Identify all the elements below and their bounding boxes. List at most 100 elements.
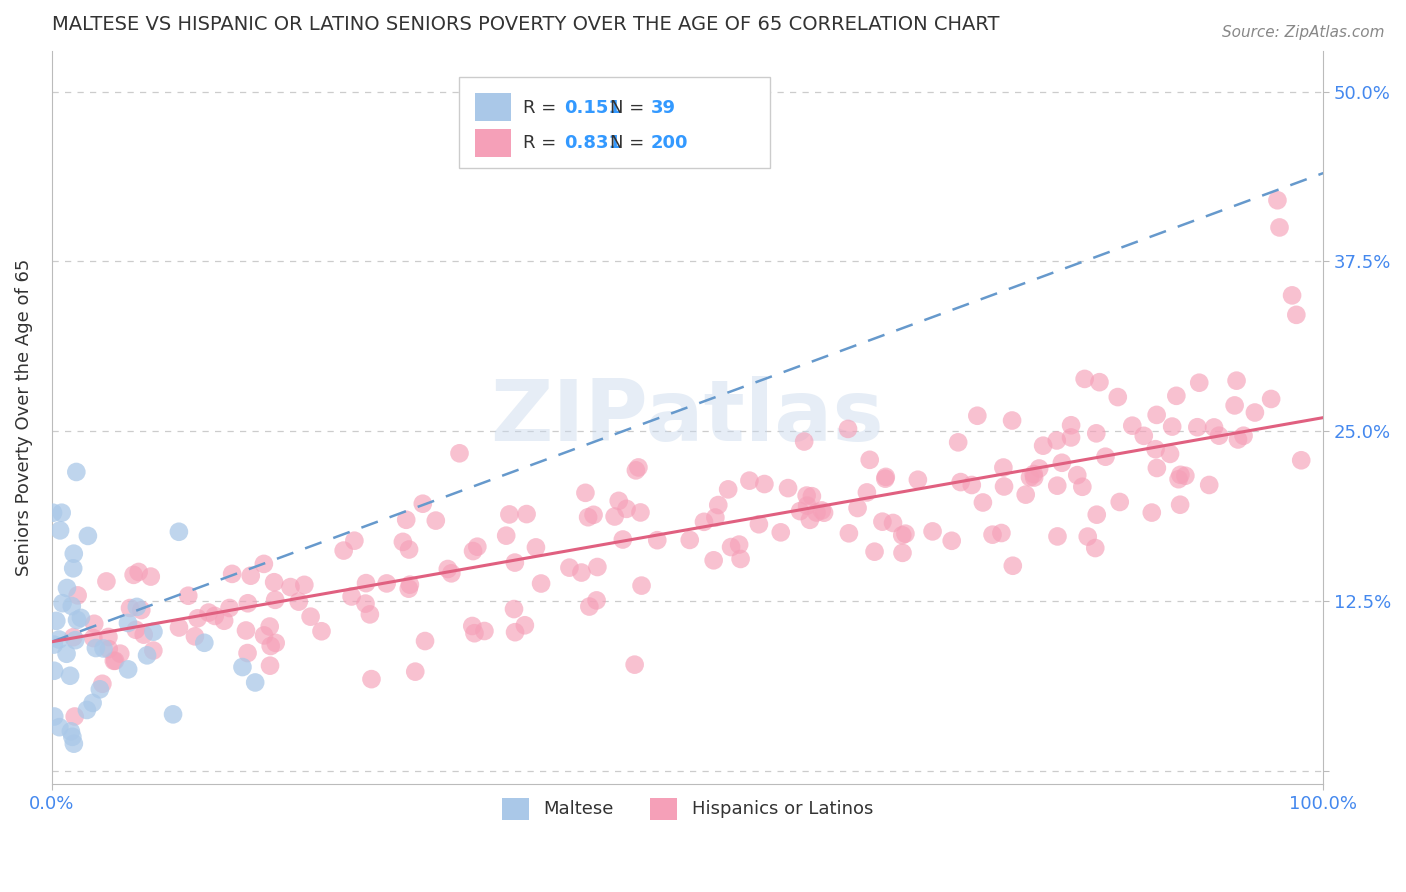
Point <box>810 503 832 517</box>
Point <box>1289 453 1312 467</box>
Point <box>796 499 818 513</box>
Point <box>463 626 485 640</box>
Point <box>139 569 162 583</box>
Point <box>360 672 382 686</box>
Point <box>612 533 634 547</box>
Point <box>1060 418 1083 433</box>
FancyBboxPatch shape <box>458 77 770 169</box>
Point <box>1232 428 1254 442</box>
Point <box>993 479 1015 493</box>
Point <box>259 658 281 673</box>
Point <box>738 474 761 488</box>
Point <box>65 633 87 648</box>
Text: 0.151: 0.151 <box>564 99 621 117</box>
Point <box>907 473 929 487</box>
Point <box>1198 478 1220 492</box>
Point <box>806 506 828 520</box>
Point <box>891 528 914 542</box>
Point <box>1015 488 1038 502</box>
Point <box>264 592 287 607</box>
Point <box>859 453 882 467</box>
Point <box>558 560 581 574</box>
Point <box>299 609 322 624</box>
Point <box>60 599 83 613</box>
Point <box>1084 541 1107 555</box>
FancyBboxPatch shape <box>475 129 510 157</box>
Point <box>398 582 420 596</box>
Point <box>263 575 285 590</box>
Point <box>1208 428 1230 442</box>
Point <box>82 631 104 645</box>
Point <box>62 547 84 561</box>
Point <box>354 597 377 611</box>
Point <box>60 730 83 744</box>
Point <box>45 614 67 628</box>
Point <box>693 515 716 529</box>
Text: MALTESE VS HISPANIC OR LATINO SENIORS POVERTY OVER THE AGE OF 65 CORRELATION CHA: MALTESE VS HISPANIC OR LATINO SENIORS PO… <box>52 15 1000 34</box>
Point <box>280 580 302 594</box>
Point <box>720 540 742 554</box>
Point <box>1161 419 1184 434</box>
Point <box>513 618 536 632</box>
Point <box>55 647 77 661</box>
Point <box>585 593 607 607</box>
Point <box>117 615 139 630</box>
Point <box>59 724 82 739</box>
Point <box>1144 442 1167 457</box>
Point <box>221 566 243 581</box>
Point <box>875 470 897 484</box>
FancyBboxPatch shape <box>475 94 510 121</box>
Point <box>1223 399 1246 413</box>
Point <box>1108 495 1130 509</box>
Point <box>264 636 287 650</box>
Point <box>1077 530 1099 544</box>
Point <box>754 477 776 491</box>
Point <box>1146 461 1168 475</box>
Point <box>1281 288 1303 302</box>
Point <box>1046 434 1069 448</box>
Point <box>1121 418 1143 433</box>
Point <box>793 434 815 449</box>
Point <box>1244 405 1267 419</box>
Point <box>136 648 159 663</box>
Point <box>837 422 859 436</box>
Point <box>287 594 309 608</box>
Point <box>76 703 98 717</box>
Point <box>574 486 596 500</box>
Point <box>1019 470 1042 484</box>
Point <box>104 654 127 668</box>
Point <box>516 507 538 521</box>
Point <box>375 576 398 591</box>
Point <box>769 525 792 540</box>
Point <box>467 540 489 554</box>
Point <box>1046 478 1069 492</box>
Point <box>1202 420 1225 434</box>
Point <box>311 624 333 639</box>
Point <box>1146 408 1168 422</box>
Point <box>1050 456 1073 470</box>
Point <box>236 646 259 660</box>
Point <box>48 720 70 734</box>
Point <box>62 561 84 575</box>
Point <box>359 607 381 622</box>
Point <box>1094 450 1116 464</box>
Point <box>981 527 1004 541</box>
Text: R =: R = <box>523 134 562 152</box>
Point <box>125 599 148 614</box>
Point <box>63 737 86 751</box>
Point <box>70 611 93 625</box>
Point <box>449 446 471 460</box>
Point <box>856 485 879 500</box>
Point <box>354 576 377 591</box>
Point <box>616 501 638 516</box>
Point <box>96 574 118 589</box>
Point <box>167 620 190 634</box>
Point <box>1166 389 1188 403</box>
Point <box>993 460 1015 475</box>
Point <box>413 634 436 648</box>
Point <box>503 602 526 616</box>
Point <box>624 463 647 477</box>
Point <box>707 498 730 512</box>
Point <box>259 619 281 633</box>
Point <box>253 628 276 642</box>
